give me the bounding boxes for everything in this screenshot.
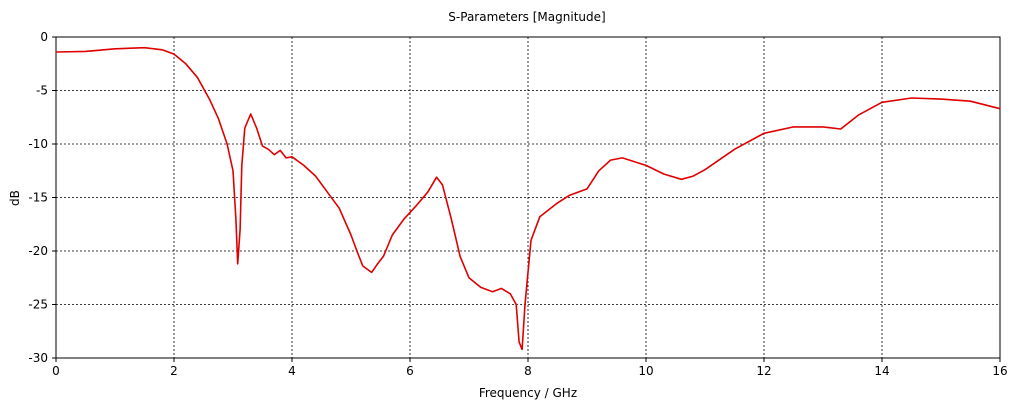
- x-axis-ticks: 0 2 4 6 8 10 12 14 16: [52, 358, 1008, 378]
- x-tick-label: 10: [638, 364, 653, 378]
- y-tick-label: -30: [28, 351, 48, 365]
- y-tick-label: -15: [28, 191, 48, 205]
- x-tick-label: 16: [992, 364, 1007, 378]
- x-tick-label: 12: [756, 364, 771, 378]
- y-tick-label: -5: [36, 84, 48, 98]
- x-tick-label: 4: [288, 364, 296, 378]
- grid-lines: [56, 37, 1000, 358]
- x-axis-label: Frequency / GHz: [479, 386, 577, 400]
- y-tick-label: 0: [40, 30, 48, 44]
- y-tick-label: -10: [28, 137, 48, 151]
- y-axis-ticks: 0 -5 -10 -15 -20 -25 -30: [28, 30, 56, 365]
- y-tick-label: -25: [28, 298, 48, 312]
- series-line: [55, 46, 1001, 351]
- x-tick-label: 8: [524, 364, 532, 378]
- y-axis-label: dB: [8, 190, 22, 206]
- x-tick-label: 6: [406, 364, 414, 378]
- x-tick-label: 0: [52, 364, 60, 378]
- y-tick-label: -20: [28, 244, 48, 258]
- x-tick-label: 14: [874, 364, 889, 378]
- chart-title: S-Parameters [Magnitude]: [448, 10, 605, 24]
- x-tick-label: 2: [170, 364, 178, 378]
